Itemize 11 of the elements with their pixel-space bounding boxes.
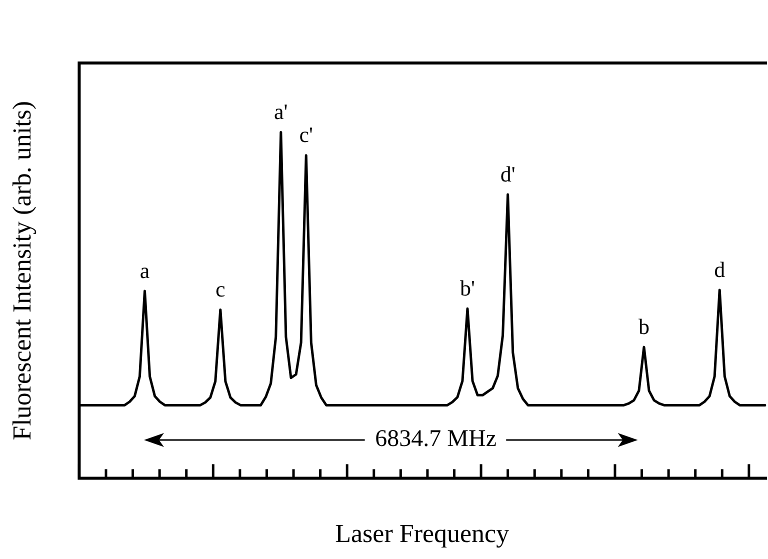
annotation: 6834.7 MHz xyxy=(375,426,496,452)
annotation: b xyxy=(638,314,650,339)
annotation: b' xyxy=(460,275,475,300)
x-axis-title: Laser Frequency xyxy=(335,519,510,548)
annotation: d xyxy=(714,256,726,282)
annotation: a xyxy=(140,258,150,283)
text: a' xyxy=(274,98,288,124)
annotation: d' xyxy=(500,161,516,186)
annotation: c xyxy=(216,276,226,302)
annotation: c' xyxy=(299,122,314,148)
y-axis-title: Fluorescent Intensity (arb. units) xyxy=(7,100,36,440)
